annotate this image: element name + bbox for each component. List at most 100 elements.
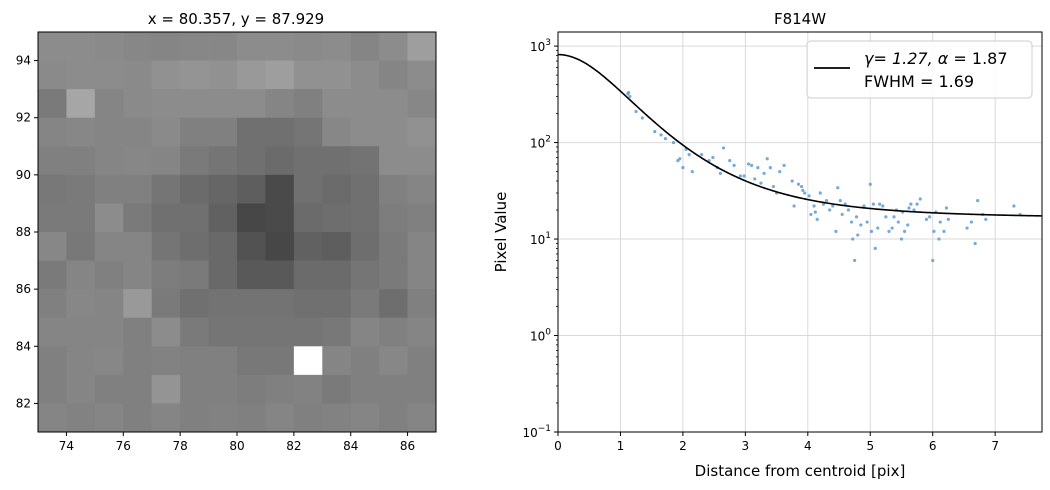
x-tick-label: 2 bbox=[679, 439, 687, 453]
image-pixel bbox=[407, 260, 437, 290]
image-pixel bbox=[38, 117, 67, 147]
profile-y-ticks: 10−1 100 101 102 103 bbox=[522, 38, 558, 440]
image-pixel bbox=[265, 203, 295, 233]
image-pixel bbox=[293, 260, 323, 290]
image-pixel bbox=[38, 146, 67, 176]
image-pixel bbox=[237, 232, 266, 261]
image-pixel bbox=[123, 60, 153, 90]
y-tick-label: 88 bbox=[16, 225, 31, 239]
image-y-ticks: 82 84 86 88 90 92 94 bbox=[16, 54, 38, 410]
image-pixel bbox=[208, 203, 238, 233]
data-point bbox=[890, 226, 894, 230]
image-pixel bbox=[379, 346, 408, 376]
profile-panel: F814W 0 1 2 3 4 5 6 7 10−1 100 101 102 103 Distance… bbox=[492, 10, 1043, 480]
image-pixel bbox=[293, 117, 323, 147]
image-pixel bbox=[379, 289, 408, 319]
image-pixel bbox=[379, 174, 408, 204]
image-pixel bbox=[123, 203, 153, 233]
image-pixel bbox=[379, 232, 408, 261]
data-point bbox=[836, 186, 840, 190]
image-pixel bbox=[237, 203, 266, 233]
image-pixel bbox=[379, 203, 408, 233]
x-tick-label: 1 bbox=[617, 439, 625, 453]
image-pixel bbox=[151, 403, 181, 433]
data-point bbox=[856, 233, 860, 237]
data-point bbox=[812, 204, 816, 208]
data-point bbox=[721, 146, 726, 150]
image-pixel bbox=[123, 32, 153, 61]
image-pixel bbox=[293, 403, 323, 433]
image-pixel bbox=[265, 232, 295, 261]
image-pixel bbox=[322, 289, 352, 319]
image-pixel bbox=[38, 203, 67, 233]
image-pixel bbox=[151, 289, 181, 319]
data-point bbox=[965, 226, 969, 230]
image-pixel bbox=[379, 317, 408, 347]
data-point bbox=[976, 199, 980, 203]
image-pixel bbox=[322, 203, 352, 233]
y-tick-label: 82 bbox=[16, 396, 31, 410]
image-pixel bbox=[293, 60, 323, 90]
y-tick-label: 101 bbox=[530, 231, 551, 247]
data-point bbox=[634, 109, 638, 114]
image-pixel bbox=[151, 374, 181, 404]
y-tick-label: 90 bbox=[16, 168, 31, 182]
y-tick-label: 94 bbox=[16, 54, 31, 68]
data-point bbox=[868, 182, 872, 186]
data-point bbox=[881, 204, 885, 208]
image-pixel bbox=[66, 374, 96, 404]
legend-alpha-value: = 1.87 bbox=[948, 49, 1007, 68]
y-tick-label: 84 bbox=[16, 339, 31, 353]
image-pixel bbox=[265, 317, 295, 347]
data-point bbox=[854, 215, 859, 219]
data-point bbox=[869, 229, 874, 234]
image-pixel bbox=[293, 317, 323, 347]
image-pixel bbox=[180, 232, 209, 261]
image-pixel bbox=[407, 117, 437, 147]
data-point bbox=[944, 206, 949, 210]
image-pixel bbox=[237, 60, 266, 90]
image-pixel bbox=[350, 403, 380, 433]
image-pixel bbox=[208, 117, 238, 147]
image-pixel bbox=[94, 117, 124, 147]
image-pixel bbox=[237, 146, 266, 176]
image-pixel bbox=[208, 32, 238, 61]
data-point bbox=[653, 129, 657, 134]
image-pixel bbox=[123, 374, 153, 404]
profile-title: F814W bbox=[774, 10, 826, 28]
image-pixel bbox=[407, 232, 437, 261]
image-pixel bbox=[38, 60, 67, 90]
image-pixel bbox=[151, 174, 181, 204]
image-pixel bbox=[265, 89, 295, 119]
image-pixel bbox=[66, 203, 96, 233]
image-pixel bbox=[66, 60, 96, 90]
image-pixel bbox=[66, 403, 96, 433]
image-pixel bbox=[293, 32, 323, 61]
data-point bbox=[932, 229, 936, 234]
image-pixel bbox=[38, 174, 67, 204]
image-pixel bbox=[379, 60, 408, 90]
image-pixel bbox=[293, 374, 323, 404]
data-point bbox=[973, 241, 977, 246]
image-pixel bbox=[123, 174, 153, 204]
data-point bbox=[759, 181, 763, 185]
image-pixel bbox=[265, 117, 295, 147]
image-pixel bbox=[123, 117, 153, 147]
image-pixel bbox=[180, 260, 209, 290]
image-pixel bbox=[237, 174, 266, 204]
image-pixel bbox=[265, 260, 295, 290]
image-pixel bbox=[265, 289, 295, 319]
data-point bbox=[871, 202, 875, 206]
data-point bbox=[828, 208, 832, 212]
data-point bbox=[640, 116, 644, 120]
image-pixel bbox=[379, 146, 408, 176]
image-pixel bbox=[350, 117, 380, 147]
image-pixel bbox=[322, 117, 352, 147]
data-point bbox=[778, 170, 782, 174]
data-point bbox=[753, 177, 757, 181]
image-pixel bbox=[208, 317, 238, 347]
data-point bbox=[859, 223, 863, 227]
data-point bbox=[915, 202, 919, 206]
image-pixel bbox=[350, 60, 380, 90]
image-pixel bbox=[94, 289, 124, 319]
